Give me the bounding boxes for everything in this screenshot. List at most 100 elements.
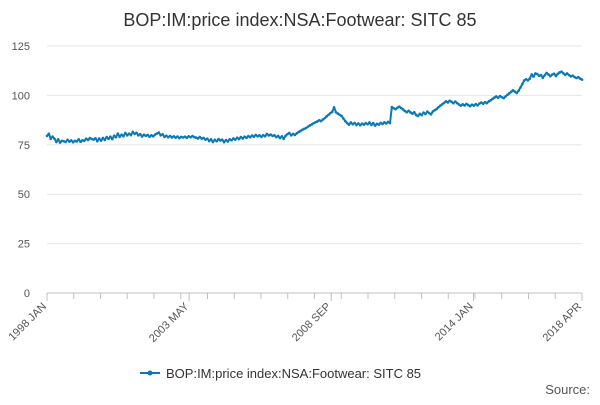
data-point: [338, 113, 341, 117]
x-tick-label-2: 2008 SEP: [290, 301, 334, 345]
data-point: [474, 102, 478, 106]
data-point: [84, 137, 88, 140]
legend[interactable]: BOP:IM:price index:NSA:Footwear: SITC 85: [140, 366, 421, 381]
series-line: [46, 70, 583, 144]
chart-title: BOP:IM:price index:NSA:Footwear: SITC 85: [123, 10, 476, 30]
data-point: [552, 72, 556, 75]
data-point: [207, 139, 211, 143]
data-point: [403, 109, 407, 113]
data-point: [213, 138, 217, 142]
data-point: [107, 137, 110, 141]
data-point: [215, 139, 218, 143]
data-point: [151, 135, 155, 138]
data-point: [131, 130, 135, 134]
data-point: [418, 112, 422, 116]
data-point: [64, 140, 67, 144]
data-point: [319, 119, 323, 123]
data-point: [472, 104, 476, 107]
data-point: [243, 135, 246, 138]
series-group: [45, 70, 584, 144]
data-point: [459, 104, 463, 107]
data-point: [226, 140, 230, 143]
data-point: [110, 137, 114, 141]
data-point: [109, 135, 112, 138]
data-point: [425, 110, 429, 113]
data-point: [515, 91, 519, 95]
data-point: [412, 110, 416, 114]
data-point: [105, 135, 108, 139]
data-point: [373, 124, 377, 127]
data-point: [327, 113, 330, 117]
data-point: [140, 135, 144, 138]
data-point: [347, 123, 351, 126]
data-point: [172, 135, 176, 138]
data-point: [351, 122, 355, 126]
data-point: [161, 133, 164, 136]
data-point: [511, 88, 515, 92]
data-point: [334, 110, 338, 114]
data-point: [429, 113, 433, 116]
data-point: [86, 138, 90, 142]
data-point: [508, 92, 511, 95]
data-point: [289, 134, 293, 137]
data-point: [463, 104, 466, 107]
data-point: [250, 134, 254, 137]
data-point: [453, 100, 457, 103]
data-point: [232, 137, 235, 140]
data-point: [390, 105, 394, 109]
legend-swatch-marker: [147, 370, 153, 376]
data-point: [349, 121, 353, 124]
data-point: [362, 123, 366, 126]
data-point: [53, 137, 56, 140]
data-point: [304, 126, 308, 130]
data-point: [295, 132, 299, 135]
source-label[interactable]: Source:: [545, 382, 590, 397]
data-point: [398, 105, 401, 108]
data-point: [241, 137, 245, 140]
data-point: [261, 133, 265, 137]
data-point: [123, 131, 127, 135]
data-point: [75, 140, 79, 143]
data-point: [183, 135, 187, 138]
data-point: [554, 74, 558, 78]
data-point: [509, 90, 513, 94]
data-point: [388, 121, 392, 125]
data-point: [399, 106, 403, 110]
data-point: [364, 121, 368, 125]
data-point: [176, 135, 179, 138]
data-point: [481, 102, 485, 105]
data-point: [370, 123, 373, 127]
data-point: [146, 133, 149, 137]
data-point: [118, 135, 121, 139]
data-point: [245, 136, 248, 140]
data-point: [47, 132, 51, 136]
data-point: [49, 137, 53, 141]
data-point: [532, 75, 535, 78]
data-point: [254, 133, 258, 137]
data-point: [394, 107, 397, 111]
data-point: [116, 132, 120, 135]
data-point: [68, 140, 71, 143]
data-point: [528, 77, 532, 80]
data-point: [496, 96, 500, 100]
data-point: [547, 73, 550, 76]
data-point: [206, 137, 209, 140]
data-point: [157, 131, 161, 134]
data-point: [545, 71, 548, 75]
data-point: [439, 104, 442, 107]
data-point: [366, 122, 369, 126]
data-point: [379, 121, 382, 125]
data-point: [504, 95, 507, 98]
data-point: [325, 115, 328, 118]
data-point: [209, 137, 213, 141]
data-point: [276, 134, 280, 138]
data-point: [401, 108, 405, 111]
data-point: [103, 138, 107, 142]
data-point: [450, 100, 453, 104]
data-point: [56, 137, 60, 141]
data-point: [498, 94, 502, 98]
data-point: [189, 135, 192, 139]
data-point: [416, 114, 420, 118]
